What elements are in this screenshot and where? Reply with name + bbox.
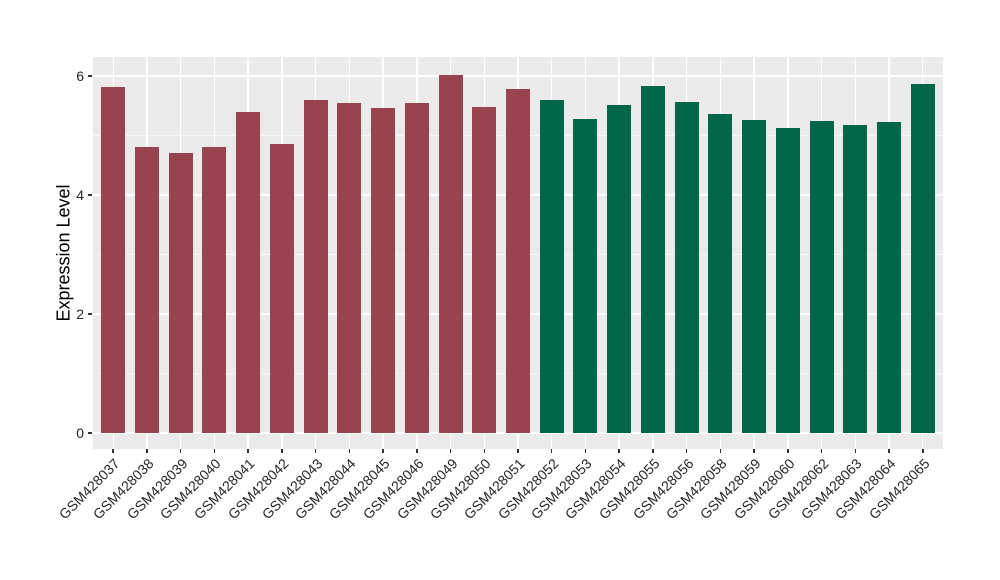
x-tick-mark	[719, 449, 722, 453]
plot-panel	[93, 57, 943, 449]
bar	[742, 120, 767, 433]
y-tick-mark	[88, 194, 92, 196]
y-tick-label: 6	[76, 68, 84, 85]
x-tick-mark	[787, 449, 789, 453]
bar	[168, 152, 193, 433]
bar	[236, 111, 261, 433]
x-tick-mark	[854, 449, 857, 453]
x-tick-mark	[146, 449, 148, 453]
bar	[708, 114, 733, 433]
y-tick-label: 4	[76, 187, 84, 203]
y-tick-mark	[88, 75, 92, 77]
x-tick-mark	[281, 449, 283, 453]
bar	[371, 107, 396, 433]
bar	[573, 118, 598, 433]
bar	[472, 106, 497, 433]
x-tick-mark	[213, 449, 216, 453]
x-tick-mark	[314, 449, 317, 453]
y-tick-label: 2	[76, 305, 84, 322]
x-tick-mark	[922, 449, 924, 453]
x-tick-mark	[112, 449, 114, 453]
x-tick-mark	[820, 449, 823, 453]
x-tick-mark	[416, 449, 418, 453]
bar	[337, 102, 362, 433]
y-tick-mark	[88, 432, 92, 434]
bar	[438, 74, 463, 433]
y-axis-title: Expression Level	[53, 184, 74, 322]
bar	[303, 100, 328, 433]
bar	[101, 86, 126, 433]
bar	[539, 99, 564, 433]
x-tick-mark	[888, 449, 890, 453]
x-tick-mark	[618, 449, 620, 453]
bar	[674, 101, 699, 433]
bar	[134, 147, 159, 433]
bar	[809, 121, 834, 433]
y-tick-mark	[88, 313, 92, 315]
x-tick-mark	[753, 449, 755, 453]
x-tick-mark	[348, 449, 351, 453]
x-tick-mark	[382, 449, 384, 453]
bar	[775, 128, 800, 433]
bar	[640, 85, 665, 433]
bar	[877, 121, 902, 433]
x-tick-mark	[685, 449, 688, 453]
x-tick-mark	[449, 449, 452, 453]
x-tick-mark	[517, 449, 519, 453]
bar	[202, 146, 227, 433]
bar	[404, 102, 429, 433]
bar	[506, 89, 530, 433]
x-tick-mark	[550, 449, 553, 453]
bar	[607, 105, 632, 433]
x-tick-mark	[584, 449, 587, 453]
bar	[269, 143, 294, 433]
bar	[910, 84, 935, 433]
y-tick-label: 0	[76, 424, 84, 441]
x-tick-mark	[247, 449, 249, 453]
x-tick-mark	[483, 449, 486, 453]
x-tick-mark	[179, 449, 182, 453]
x-tick-mark	[652, 449, 654, 453]
bar	[843, 125, 868, 433]
